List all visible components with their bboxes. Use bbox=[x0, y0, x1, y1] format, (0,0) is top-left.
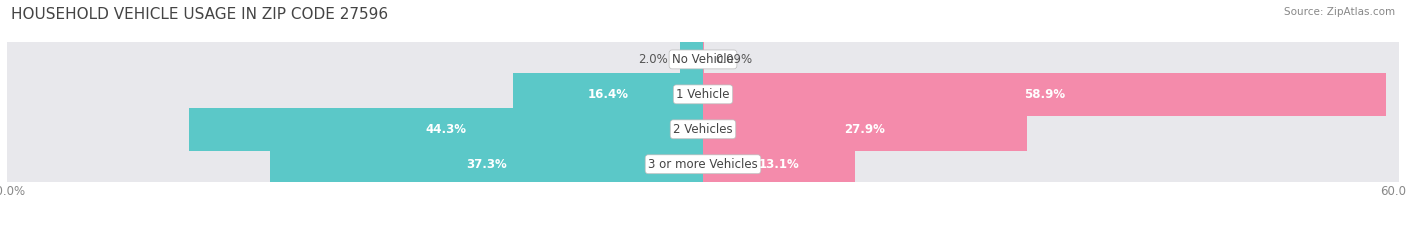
Bar bbox=[7, 103, 703, 156]
Text: 37.3%: 37.3% bbox=[467, 158, 508, 171]
Bar bbox=[703, 103, 1399, 156]
Text: 13.1%: 13.1% bbox=[759, 158, 800, 171]
Text: 1 Vehicle: 1 Vehicle bbox=[676, 88, 730, 101]
Bar bbox=[7, 68, 703, 121]
Bar bbox=[681, 38, 703, 81]
Text: 16.4%: 16.4% bbox=[588, 88, 628, 101]
Text: HOUSEHOLD VEHICLE USAGE IN ZIP CODE 27596: HOUSEHOLD VEHICLE USAGE IN ZIP CODE 2759… bbox=[11, 7, 388, 22]
Text: 3 or more Vehicles: 3 or more Vehicles bbox=[648, 158, 758, 171]
Text: 2 Vehicles: 2 Vehicles bbox=[673, 123, 733, 136]
Bar bbox=[703, 32, 1399, 86]
Bar bbox=[7, 137, 703, 191]
Bar bbox=[703, 108, 1026, 151]
Bar bbox=[7, 32, 703, 86]
Text: 44.3%: 44.3% bbox=[426, 123, 467, 136]
Text: 27.9%: 27.9% bbox=[845, 123, 886, 136]
Text: Source: ZipAtlas.com: Source: ZipAtlas.com bbox=[1284, 7, 1395, 17]
Bar bbox=[703, 137, 1399, 191]
Text: 58.9%: 58.9% bbox=[1024, 88, 1066, 101]
Text: 2.0%: 2.0% bbox=[638, 53, 668, 66]
Text: 0.09%: 0.09% bbox=[716, 53, 752, 66]
Bar bbox=[703, 68, 1399, 121]
Bar bbox=[270, 143, 703, 186]
Bar bbox=[513, 73, 703, 116]
Bar bbox=[703, 73, 1386, 116]
Bar bbox=[703, 143, 855, 186]
Bar bbox=[190, 108, 703, 151]
Text: No Vehicle: No Vehicle bbox=[672, 53, 734, 66]
